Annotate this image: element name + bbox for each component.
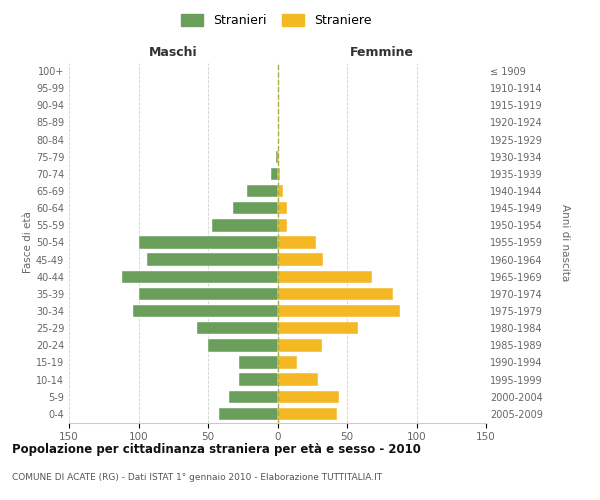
Legend: Stranieri, Straniere: Stranieri, Straniere — [176, 8, 377, 32]
Bar — [277, 168, 280, 180]
Bar — [139, 288, 277, 300]
Bar — [277, 219, 287, 232]
Bar — [133, 305, 277, 317]
Y-axis label: Anni di nascita: Anni di nascita — [560, 204, 570, 281]
Bar — [147, 254, 277, 266]
Bar — [277, 288, 393, 300]
Bar — [277, 305, 400, 317]
Bar — [208, 339, 277, 351]
Bar — [239, 374, 277, 386]
Text: Popolazione per cittadinanza straniera per età e sesso - 2010: Popolazione per cittadinanza straniera p… — [12, 442, 421, 456]
Bar — [271, 168, 277, 180]
Y-axis label: Fasce di età: Fasce di età — [23, 212, 33, 274]
Bar — [277, 374, 318, 386]
Bar — [277, 185, 283, 197]
Bar — [247, 185, 277, 197]
Bar — [139, 236, 277, 248]
Bar — [239, 356, 277, 368]
Bar — [277, 150, 279, 163]
Bar — [233, 202, 277, 214]
Bar — [277, 390, 338, 403]
Bar — [277, 408, 337, 420]
Text: COMUNE DI ACATE (RG) - Dati ISTAT 1° gennaio 2010 - Elaborazione TUTTITALIA.IT: COMUNE DI ACATE (RG) - Dati ISTAT 1° gen… — [12, 472, 382, 482]
Bar — [277, 202, 287, 214]
Bar — [277, 254, 323, 266]
Text: Femmine: Femmine — [350, 46, 414, 59]
Bar — [197, 322, 277, 334]
Bar — [277, 270, 372, 283]
Bar — [212, 219, 277, 232]
Bar — [277, 356, 297, 368]
Bar — [277, 236, 316, 248]
Text: Maschi: Maschi — [149, 46, 197, 59]
Bar — [219, 408, 277, 420]
Bar — [277, 322, 358, 334]
Bar — [229, 390, 277, 403]
Bar — [122, 270, 277, 283]
Bar — [277, 339, 322, 351]
Bar — [276, 150, 277, 163]
